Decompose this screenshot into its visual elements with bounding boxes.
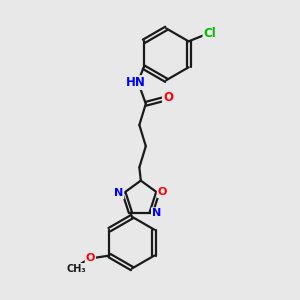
Text: N: N: [114, 188, 123, 198]
Text: O: O: [158, 187, 167, 197]
Text: O: O: [163, 91, 173, 104]
Text: N: N: [152, 208, 161, 218]
Text: HN: HN: [126, 76, 146, 89]
Text: CH₃: CH₃: [67, 263, 86, 274]
Text: Cl: Cl: [203, 27, 216, 40]
Text: O: O: [85, 253, 95, 263]
